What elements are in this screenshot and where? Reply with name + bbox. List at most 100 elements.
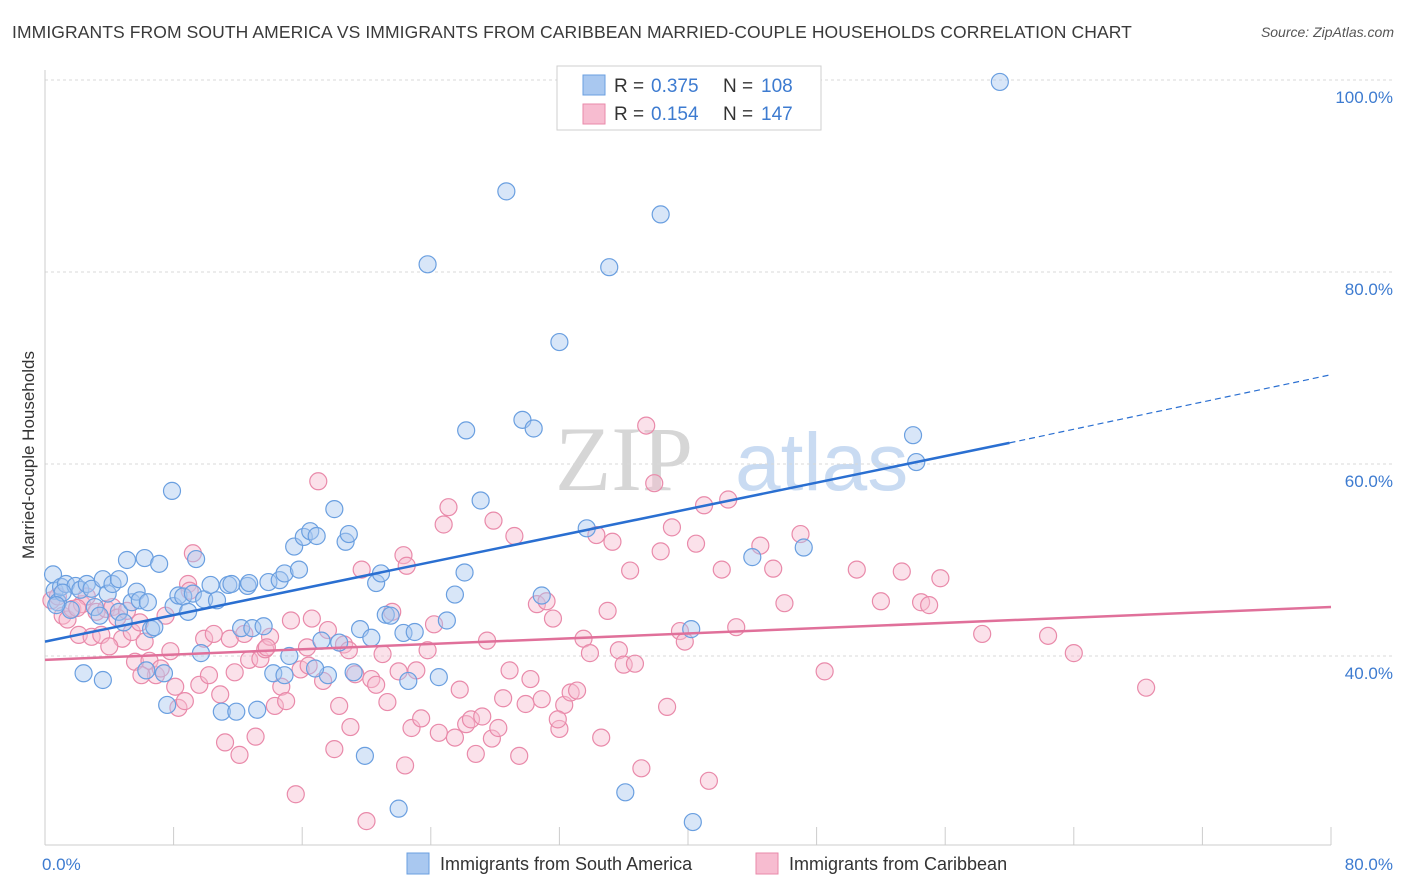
caribbean-point-46 bbox=[272, 677, 291, 696]
south-america-point-62 bbox=[344, 663, 363, 682]
south-america-point-40 bbox=[227, 702, 246, 721]
caribbean-point-77 bbox=[434, 515, 453, 534]
caribbean-point-120 bbox=[686, 534, 706, 553]
caribbean-point-149 bbox=[68, 598, 87, 618]
legend-swatch-caribbean bbox=[755, 852, 779, 875]
caribbean-point-141 bbox=[395, 756, 415, 775]
caribbean-point-80 bbox=[450, 680, 469, 699]
caribbean-point-49 bbox=[286, 785, 305, 804]
caribbean-point-104 bbox=[587, 525, 606, 545]
caribbean-point-131 bbox=[847, 560, 866, 579]
caribbean-point-87 bbox=[489, 718, 508, 738]
south-america-point-25 bbox=[150, 554, 169, 573]
caribbean-point-100 bbox=[561, 683, 580, 702]
south-america-point-81 bbox=[497, 182, 516, 201]
caribbean-point-130 bbox=[815, 662, 834, 681]
caribbean-point-41 bbox=[246, 727, 265, 746]
caribbean-point-115 bbox=[651, 542, 670, 561]
series-legend: Immigrants from South America Immigrants… bbox=[406, 852, 1007, 875]
y-tick-labels: 40.0% 60.0% 80.0% 100.0% bbox=[1335, 88, 1393, 683]
caribbean-point-66 bbox=[378, 692, 397, 712]
caribbean-point-64 bbox=[367, 675, 386, 694]
south-america-point-80 bbox=[471, 491, 490, 510]
south-america-point-45 bbox=[254, 617, 273, 636]
trend-lines bbox=[44, 374, 1332, 662]
south-america-point-33 bbox=[187, 549, 206, 569]
south-america-point-32 bbox=[183, 584, 202, 603]
south-america-point-51 bbox=[285, 537, 304, 556]
south-america-point-69 bbox=[381, 606, 400, 625]
source-note: Source: ZipAtlas.com bbox=[1260, 24, 1394, 40]
south-america-point-16 bbox=[114, 613, 133, 632]
south-america-point-73 bbox=[405, 622, 424, 642]
legend-swatch-pink bbox=[582, 103, 606, 125]
south-america-point-89 bbox=[651, 205, 670, 224]
caribbean-point-37 bbox=[225, 663, 244, 682]
south-america-point-38 bbox=[212, 702, 231, 721]
south-america-point-22 bbox=[138, 593, 157, 612]
legend-r-label-2: R = bbox=[614, 104, 644, 125]
legend-r-value-2: 0.154 bbox=[651, 104, 699, 125]
south-america-point-55 bbox=[307, 526, 326, 546]
caribbean-point-95 bbox=[532, 690, 551, 709]
south-america-point-74 bbox=[418, 255, 437, 274]
caribbean-point-144 bbox=[484, 511, 503, 530]
south-america-point-104 bbox=[305, 659, 325, 678]
south-america-point-72 bbox=[399, 671, 418, 691]
x-tick-label-max: 80.0% bbox=[1345, 855, 1393, 874]
caribbean-point-129 bbox=[791, 524, 810, 544]
south-america-point-44 bbox=[248, 700, 267, 719]
south-america-point-102 bbox=[93, 670, 112, 690]
south-america-point-79 bbox=[457, 421, 476, 440]
south-america-point-83 bbox=[524, 419, 543, 438]
caribbean-point-38 bbox=[230, 745, 249, 764]
south-america-point-98 bbox=[137, 661, 156, 680]
south-america-point-75 bbox=[429, 668, 448, 687]
caribbean-point-34 bbox=[211, 685, 230, 704]
south-america-point-96 bbox=[990, 72, 1009, 92]
caribbean-point-33 bbox=[204, 624, 223, 644]
caribbean-point-116 bbox=[658, 697, 677, 716]
caribbean-point-114 bbox=[645, 474, 664, 493]
caribbean-point-146 bbox=[100, 637, 119, 656]
caribbean-point-22 bbox=[151, 659, 170, 678]
caribbean-point-36 bbox=[220, 629, 239, 648]
y-axis-label: Married-couple Households bbox=[19, 351, 38, 559]
south-america-point-88 bbox=[616, 783, 635, 802]
south-america-point-93 bbox=[794, 538, 813, 557]
caribbean-point-82 bbox=[461, 710, 481, 729]
south-america-point-11 bbox=[90, 606, 109, 625]
caribbean-point-113 bbox=[637, 416, 656, 435]
south-america-point-50 bbox=[280, 646, 299, 666]
x-tick-labels: 0.0% 80.0% bbox=[42, 855, 1393, 874]
caribbean-point-103 bbox=[580, 644, 600, 663]
caribbean-point-135 bbox=[920, 596, 939, 615]
caribbean-point-108 bbox=[609, 641, 628, 660]
south-america-point-100 bbox=[162, 481, 182, 500]
caribbean-point-83 bbox=[466, 744, 485, 764]
south-america-point-99 bbox=[74, 664, 93, 683]
south-america-point-107 bbox=[47, 596, 66, 615]
caribbean-point-27 bbox=[175, 692, 194, 711]
caribbean-point-73 bbox=[412, 709, 431, 728]
caribbean-point-65 bbox=[373, 644, 392, 664]
caribbean-point-133 bbox=[892, 562, 911, 581]
legend-n-label-1: N = bbox=[723, 76, 753, 97]
south-america-point-52 bbox=[289, 560, 309, 579]
caribbean-point-125 bbox=[727, 618, 746, 637]
legend-n-value-2: 147 bbox=[761, 104, 793, 125]
south-america-point-27 bbox=[158, 695, 177, 715]
south-america-point-64 bbox=[355, 746, 374, 765]
south-america-point-92 bbox=[743, 548, 762, 567]
legend-n-value-1: 108 bbox=[761, 76, 793, 97]
caribbean-point-105 bbox=[592, 728, 611, 747]
caribbean-point-78 bbox=[439, 498, 458, 517]
caribbean-point-107 bbox=[603, 532, 622, 551]
caribbean-point-53 bbox=[309, 472, 328, 491]
axes bbox=[44, 70, 1332, 846]
watermark-zip: ZIP bbox=[555, 408, 693, 510]
caribbean-point-76 bbox=[429, 723, 448, 742]
caribbean-point-117 bbox=[662, 518, 682, 537]
caribbean-point-110 bbox=[621, 561, 640, 580]
